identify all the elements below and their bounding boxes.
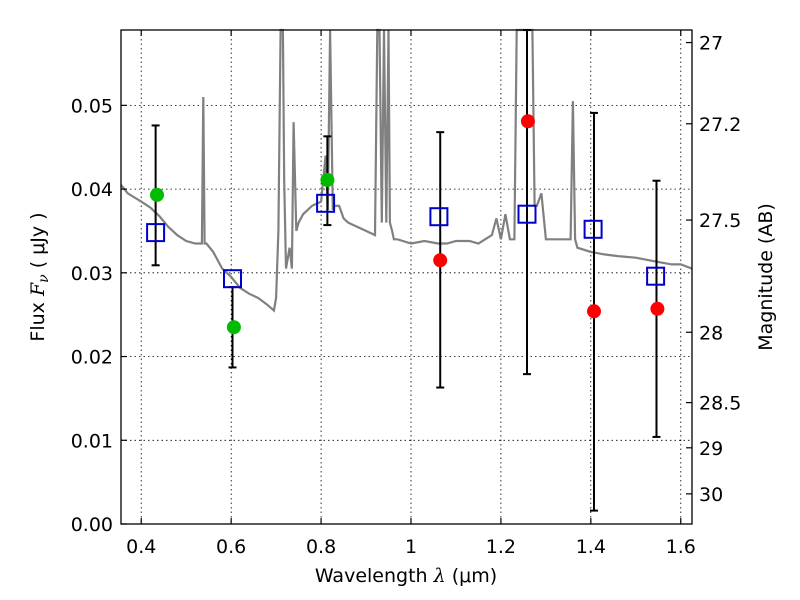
- right-tick-label: 28: [699, 322, 723, 344]
- model-flux-square: [223, 269, 242, 289]
- plot-frame: [120, 29, 693, 525]
- x-axis-title-prefix: Wavelength: [315, 565, 434, 587]
- observed-flux-green-point: [226, 320, 241, 335]
- y-tick-label: 0.01: [71, 430, 113, 452]
- observed-flux-red-point: [433, 253, 448, 268]
- model-flux-markers: [146, 193, 666, 289]
- observed-flux-green-point: [150, 187, 164, 202]
- x-tick-label: 1.2: [486, 536, 516, 558]
- y-tick-label: 0.04: [71, 179, 113, 201]
- model-flux-square: [146, 223, 166, 243]
- right-tick-label: 27: [699, 33, 723, 55]
- model-flux-square: [316, 193, 336, 213]
- y-tick-label: 0.02: [71, 347, 113, 369]
- x-axis-title: Wavelength λ (μm): [315, 565, 497, 587]
- x-axis-title-units: (μm): [446, 565, 497, 587]
- x-tick-label: 0.4: [126, 536, 156, 558]
- y-axis-ticks: 0.00 0.01 0.02 0.03 0.04 0.05: [71, 95, 127, 536]
- right-axis-ticks: 27 27.2 27.5 28 28.5 29 30: [686, 33, 741, 506]
- y-axis-title-units: ( μJy ): [27, 212, 49, 274]
- observed-flux-green-point: [320, 172, 335, 187]
- x-tick-label: 1: [405, 536, 417, 558]
- x-tick-label: 0.6: [216, 536, 246, 558]
- right-tick-label: 27.5: [699, 210, 741, 232]
- right-axis-title: Magnitude (AB): [755, 203, 777, 351]
- model-flux-square: [517, 204, 537, 224]
- x-tick-label: 1.6: [666, 536, 696, 558]
- observed-flux-red-point: [650, 301, 665, 316]
- model-flux-square: [583, 219, 603, 239]
- y-tick-label: 0.00: [71, 514, 113, 536]
- observed-flux-red-point: [520, 114, 535, 129]
- y-axis-title-symbol: F: [27, 282, 49, 297]
- model-flux-square: [429, 207, 449, 227]
- x-tick-label: 0.8: [306, 536, 336, 558]
- y-axis-title-prefix: Flux: [27, 296, 49, 342]
- y-axis-title-subscript: ν: [36, 274, 52, 283]
- right-tick-label: 27.2: [699, 114, 741, 136]
- x-tick-label: 1.4: [576, 536, 606, 558]
- right-tick-label: 29: [699, 438, 723, 460]
- data-points: [150, 114, 665, 335]
- y-tick-label: 0.05: [71, 95, 113, 117]
- x-axis-ticks: 0.4 0.6 0.8 1 1.2 1.4 1.6: [126, 30, 696, 558]
- observed-flux-red-point: [587, 304, 601, 319]
- model-flux-square: [646, 266, 666, 286]
- x-axis-title-symbol: λ: [433, 565, 446, 587]
- right-tick-label: 30: [699, 484, 723, 506]
- y-axis-title: Flux Fν ( μJy ): [27, 212, 52, 341]
- right-tick-label: 28.5: [699, 393, 741, 415]
- y-tick-label: 0.03: [71, 263, 113, 285]
